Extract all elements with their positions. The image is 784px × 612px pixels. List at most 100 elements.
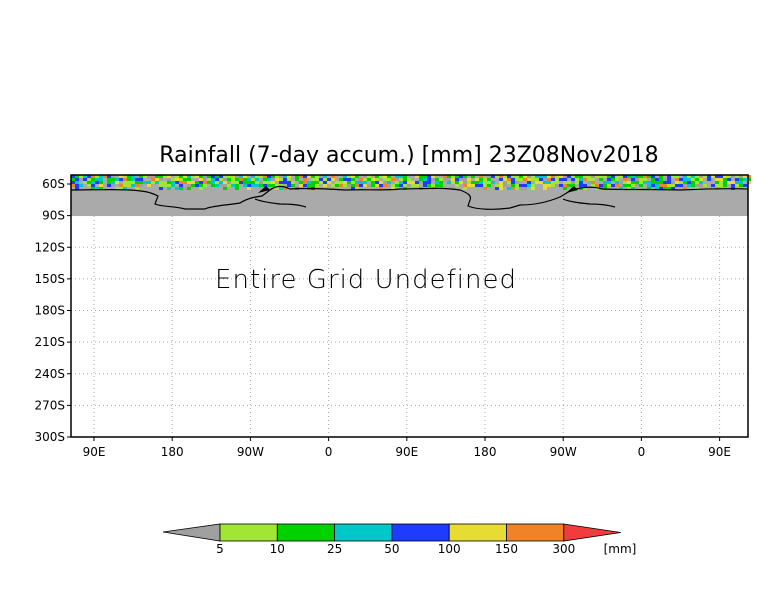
rain-cell xyxy=(127,181,131,184)
rain-cell xyxy=(647,187,651,190)
rain-cell xyxy=(379,184,383,187)
rain-cell xyxy=(655,181,659,184)
rain-cell xyxy=(551,178,555,181)
rain-cell xyxy=(499,175,503,178)
rain-cell xyxy=(359,181,363,184)
lat-label: 270S xyxy=(34,398,65,412)
rain-cell xyxy=(119,184,123,187)
rain-cell xyxy=(479,175,483,178)
rain-cell xyxy=(315,181,319,184)
rain-cell xyxy=(91,175,95,178)
rain-cell xyxy=(683,178,687,181)
rain-cell xyxy=(223,184,227,187)
rain-cell xyxy=(611,178,615,181)
rain-cell xyxy=(347,178,351,181)
rain-cell xyxy=(615,184,619,187)
antarctica-coastline xyxy=(70,185,749,210)
rain-cell xyxy=(83,175,87,178)
lon-label: 90W xyxy=(237,445,264,459)
rain-cell xyxy=(599,184,603,187)
rain-cell xyxy=(87,181,91,184)
rain-cell xyxy=(399,178,403,181)
rain-cell xyxy=(427,178,431,181)
rain-cell xyxy=(519,175,523,178)
rain-cell xyxy=(607,181,611,184)
rain-cell xyxy=(179,187,183,190)
rain-cell xyxy=(171,184,175,187)
ice-shelf-line-1 xyxy=(254,198,307,208)
rain-cell xyxy=(175,187,179,190)
rain-cell xyxy=(531,178,535,181)
rain-cell xyxy=(579,178,583,181)
rain-cell xyxy=(623,184,627,187)
rain-cell xyxy=(691,175,695,178)
rain-cell xyxy=(683,187,687,190)
rain-cell xyxy=(287,175,291,178)
rain-cell xyxy=(639,178,643,181)
rain-cell xyxy=(527,175,531,178)
rain-cell xyxy=(331,175,335,178)
rain-cell xyxy=(75,178,79,181)
rain-cell xyxy=(215,181,219,184)
rain-cell xyxy=(99,175,103,178)
rain-cell xyxy=(391,178,395,181)
rain-cell xyxy=(279,187,283,190)
rain-cell xyxy=(311,181,315,184)
rain-cell xyxy=(579,187,583,190)
rain-cell xyxy=(303,178,307,181)
lon-label: 90E xyxy=(708,445,731,459)
rain-cell xyxy=(575,181,579,184)
rain-cell xyxy=(467,184,471,187)
rain-cell xyxy=(591,178,595,181)
rain-cell xyxy=(527,181,531,184)
rain-cell xyxy=(659,178,663,181)
rain-cell xyxy=(523,184,527,187)
rain-cell xyxy=(527,184,531,187)
rain-cell xyxy=(631,184,635,187)
rain-cell xyxy=(555,184,559,187)
rain-cell xyxy=(659,181,663,184)
rain-cell xyxy=(407,181,411,184)
rain-cell xyxy=(347,184,351,187)
lat-label: 150S xyxy=(34,272,65,286)
rain-cell xyxy=(451,181,455,184)
rain-cell xyxy=(723,181,727,184)
rain-cell xyxy=(687,184,691,187)
rain-cell xyxy=(415,181,419,184)
rain-cell xyxy=(207,175,211,178)
rain-cell xyxy=(683,184,687,187)
rain-cell xyxy=(579,184,583,187)
rain-cell xyxy=(359,184,363,187)
rain-cell xyxy=(135,178,139,181)
lon-label: 0 xyxy=(325,445,333,459)
rain-cell xyxy=(327,178,331,181)
rain-cell xyxy=(503,181,507,184)
rain-cell xyxy=(79,178,83,181)
rain-cell xyxy=(563,178,567,181)
rain-cell xyxy=(435,178,439,181)
rain-cell xyxy=(75,187,79,190)
rain-cell xyxy=(507,187,511,190)
rain-cell xyxy=(123,181,127,184)
rain-cell xyxy=(323,184,327,187)
rain-cell xyxy=(743,175,747,178)
rain-cell xyxy=(747,178,751,181)
rain-cell xyxy=(219,178,223,181)
rain-cell xyxy=(403,181,407,184)
rain-cell xyxy=(267,175,271,178)
rain-cell xyxy=(279,181,283,184)
rain-cell xyxy=(619,181,623,184)
rain-cell xyxy=(555,181,559,184)
rain-cell xyxy=(391,187,395,190)
rain-cell xyxy=(671,181,675,184)
rain-cell xyxy=(739,178,743,181)
rain-cell xyxy=(559,178,563,181)
rain-cell xyxy=(583,178,587,181)
rain-cell xyxy=(211,175,215,178)
map-background xyxy=(71,175,748,437)
rain-cell xyxy=(683,175,687,178)
rain-cell xyxy=(131,181,135,184)
rain-cell xyxy=(135,181,139,184)
rain-cell xyxy=(415,184,419,187)
rain-cell xyxy=(71,175,75,178)
